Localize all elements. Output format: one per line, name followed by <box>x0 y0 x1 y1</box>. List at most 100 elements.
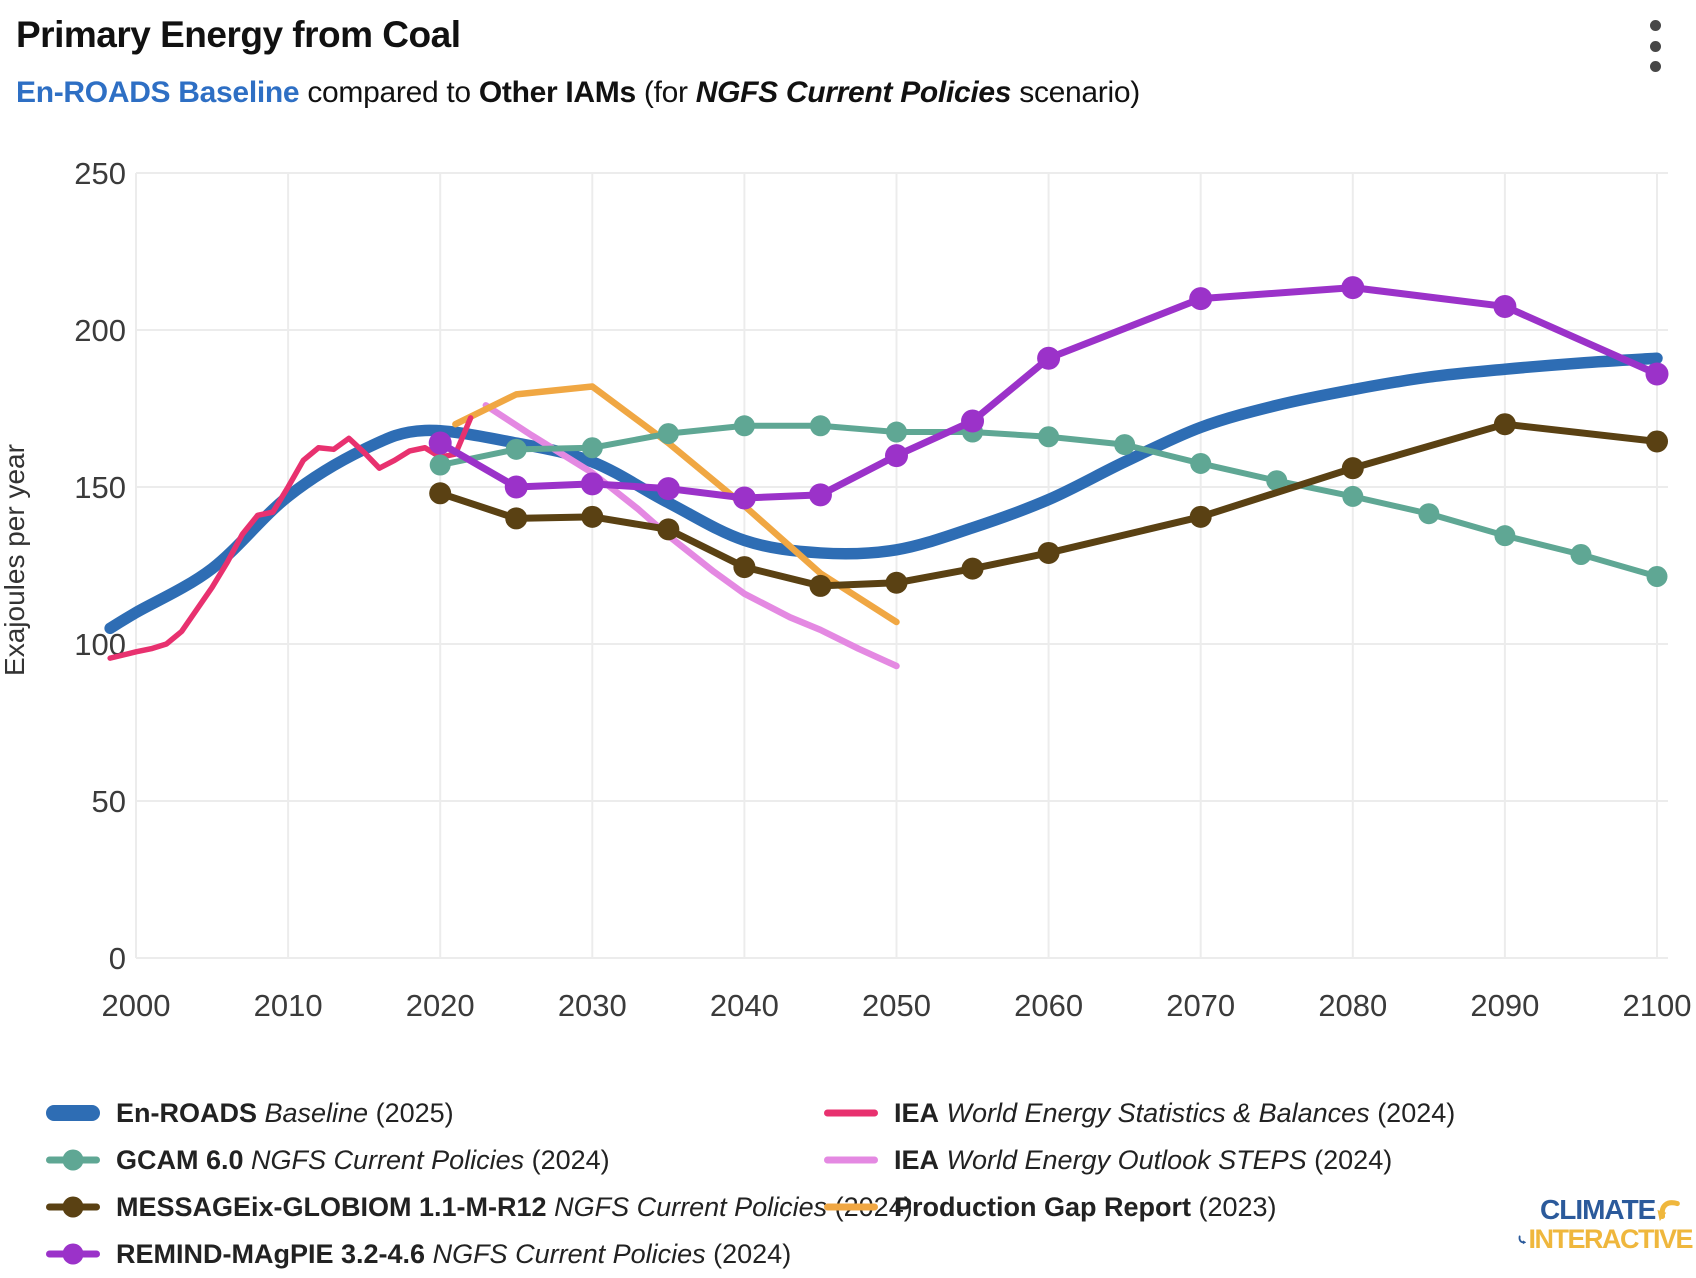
legend-column-2: IEA World Energy Statistics & Balances (… <box>823 1098 1455 1239</box>
gcam-marker <box>581 437 603 459</box>
gcam-marker <box>505 438 527 460</box>
y-tick-label: 50 <box>92 784 126 819</box>
remind-marker <box>656 477 680 501</box>
remind-marker <box>885 444 908 468</box>
gcam-marker <box>809 415 831 437</box>
legend-year: (2024) <box>1306 1144 1393 1175</box>
remind-marker <box>504 475 528 499</box>
legend-scenario: NGFS Current Policies <box>425 1238 706 1269</box>
iea_stats-line <box>107 415 474 661</box>
prod_gap-legend-swatch <box>824 1203 878 1211</box>
legend-name: IEA <box>894 1144 940 1175</box>
kebab-dot <box>1649 20 1661 31</box>
remind-marker <box>1645 362 1669 386</box>
legend-year: (2023) <box>1191 1191 1277 1222</box>
gcam-legend-swatch <box>46 1149 100 1171</box>
y-axis-label: Exajoules per year <box>0 444 30 676</box>
legend-item-gcam: GCAM 6.0 NGFS Current Policies (2024) <box>45 1145 913 1175</box>
gcam-marker <box>1570 544 1592 566</box>
remind-legend-swatch <box>46 1243 100 1265</box>
y-tick-label: 150 <box>74 470 126 505</box>
gcam-marker <box>1342 485 1364 507</box>
y-tick-label: 0 <box>109 941 126 976</box>
message-legend-swatch <box>46 1196 100 1218</box>
gcam-marker <box>1114 434 1136 456</box>
message-marker <box>429 482 452 505</box>
iea_stats-legend-swatch <box>824 1109 878 1117</box>
message-marker <box>1646 430 1668 453</box>
x-tick-label: 2090 <box>1470 988 1539 1023</box>
legend-name: GCAM 6.0 <box>116 1144 244 1175</box>
gcam-marker <box>1494 525 1516 547</box>
message-marker <box>733 556 756 579</box>
subtitle-group: Other IAMs <box>478 76 636 109</box>
y-tick-label: 200 <box>74 313 126 348</box>
message-marker <box>1189 505 1212 528</box>
climate-interactive-logo: CLIMATE INTERACTIVE <box>1516 1194 1693 1253</box>
remind-marker <box>1493 294 1517 318</box>
legend-scenario: NGFS Current Policies <box>546 1191 828 1222</box>
gcam-marker <box>1190 452 1212 474</box>
x-tick-label: 2070 <box>1166 988 1235 1023</box>
remind-marker <box>580 472 604 496</box>
chart-subtitle: En-ROADS Baseline compared to Other IAMs… <box>16 76 1140 110</box>
x-tick-label: 2030 <box>558 988 627 1023</box>
remind-marker <box>808 483 832 507</box>
legend-item-en_roads: En-ROADS Baseline (2025) <box>45 1098 913 1128</box>
legend-name: IEA <box>894 1097 940 1128</box>
iea_steps-legend-swatch <box>824 1156 878 1164</box>
message-marker <box>581 505 604 528</box>
x-tick-label: 2020 <box>406 988 475 1023</box>
message-marker <box>1341 457 1364 480</box>
remind-marker <box>1037 346 1061 370</box>
legend-year: (2025) <box>368 1097 454 1128</box>
y-tick-label: 250 <box>74 156 126 191</box>
x-tick-label: 2080 <box>1318 988 1387 1023</box>
gcam-marker <box>1646 565 1668 587</box>
message-marker <box>885 571 908 594</box>
legend-scenario: NGFS Current Policies <box>243 1144 525 1175</box>
legend-year: (2024) <box>1369 1097 1456 1128</box>
en_roads-legend-swatch <box>46 1105 100 1121</box>
kebab-dot <box>1649 40 1661 52</box>
x-tick-label: 2040 <box>710 988 779 1023</box>
legend-name: MESSAGEix-GLOBIOM 1.1-M-R12 <box>116 1191 547 1222</box>
legend-item-iea_steps: IEA World Energy Outlook STEPS (2024) <box>823 1145 1455 1175</box>
legend-item-iea_stats: IEA World Energy Statistics & Balances (… <box>823 1098 1455 1128</box>
page-title: Primary Energy from Coal <box>16 14 461 55</box>
message-marker <box>505 507 528 530</box>
message-marker <box>1037 541 1060 564</box>
remind-marker <box>732 486 756 510</box>
legend-name: Production Gap Report <box>894 1191 1191 1222</box>
gcam-marker <box>429 454 451 476</box>
logo-text-climate: CLIMATE <box>1540 1194 1656 1225</box>
x-tick-label: 2100 <box>1623 988 1692 1023</box>
x-tick-label: 2050 <box>862 988 931 1023</box>
gcam-marker <box>1266 470 1288 492</box>
legend-column-1: En-ROADS Baseline (2025) GCAM 6.0 NGFS Cu… <box>45 1098 913 1278</box>
legend-item-prod_gap: Production Gap Report (2023) <box>823 1192 1455 1222</box>
legend-item-message: MESSAGEix-GLOBIOM 1.1-M-R12 NGFS Current… <box>45 1192 913 1222</box>
subtitle-text: compared to <box>299 76 479 109</box>
subtitle-series-name: En-ROADS Baseline <box>16 76 300 109</box>
gcam-marker <box>1418 503 1440 525</box>
x-tick-label: 2000 <box>102 988 171 1023</box>
remind-marker <box>428 431 452 455</box>
legend-year: (2024) <box>524 1144 610 1175</box>
gcam-marker <box>733 415 755 437</box>
message-marker <box>961 557 984 580</box>
kebab-menu-icon[interactable] <box>1643 20 1667 72</box>
message-marker <box>1493 413 1516 436</box>
legend-name: En-ROADS <box>116 1097 257 1128</box>
gcam-marker <box>886 421 907 443</box>
legend-item-remind: REMIND-MAgPIE 3.2-4.6 NGFS Current Polic… <box>45 1239 913 1269</box>
kebab-dot <box>1649 61 1661 72</box>
gcam-marker <box>657 423 679 445</box>
x-tick-label: 2010 <box>254 988 323 1023</box>
legend-scenario: World Energy Outlook STEPS <box>939 1144 1307 1175</box>
subtitle-scenario: NGFS Current Policies <box>695 76 1012 109</box>
subtitle-for: (for <box>635 76 696 109</box>
x-tick-label: 2060 <box>1014 988 1083 1023</box>
